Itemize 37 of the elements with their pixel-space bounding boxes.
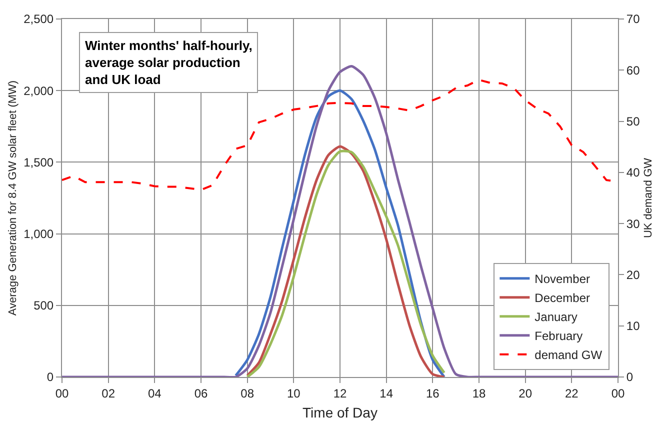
x-tick-label: 12 xyxy=(333,386,347,400)
x-tick-label: 18 xyxy=(472,386,486,400)
y-tick-label: 1,000 xyxy=(24,227,54,241)
y-tick-label: 0 xyxy=(46,370,54,384)
x-tick-label: 20 xyxy=(518,386,532,400)
y-tick-label: 2,500 xyxy=(24,12,54,26)
y2-tick-label: 30 xyxy=(626,216,640,231)
legend-label: January xyxy=(534,310,578,324)
y-tick-label: 500 xyxy=(34,298,54,313)
y2-tick-label: 10 xyxy=(626,319,640,334)
y-axis-title: Average Generation for 8.4 GW solar fleet (MW) xyxy=(7,80,20,316)
legend-label: February xyxy=(534,329,583,344)
x-axis-title: Time of Day xyxy=(302,404,378,421)
y-tick-label: 1,500 xyxy=(24,155,54,170)
legend-label: November xyxy=(534,272,590,286)
legend-label: December xyxy=(534,291,590,306)
x-tick-label: 16 xyxy=(426,386,440,400)
y-tick-label: 2,000 xyxy=(24,84,54,98)
y2-tick-label: 40 xyxy=(626,166,640,180)
y2-tick-label: 70 xyxy=(626,12,640,26)
x-tick-label: 00 xyxy=(55,386,69,400)
y2-axis-title: UK demand GW xyxy=(642,157,654,238)
x-tick-label: 22 xyxy=(564,386,579,400)
y2-tick-label: 60 xyxy=(626,63,640,78)
x-tick-label: 14 xyxy=(380,386,394,400)
x-tick-label: 04 xyxy=(148,386,162,400)
x-tick-label: 06 xyxy=(194,386,208,400)
line-series xyxy=(234,89,446,377)
x-tick-label: 00 xyxy=(611,386,625,400)
y2-tick-label: 20 xyxy=(626,268,640,282)
x-tick-label: 08 xyxy=(240,386,254,400)
x-tick-label: 02 xyxy=(102,386,116,400)
legend-label: demand GW xyxy=(534,348,603,362)
y2-tick-label: 0 xyxy=(626,370,634,384)
text: Winter months' half-hourly, average solar production and UK load xyxy=(85,38,252,87)
y2-tick-label: 50 xyxy=(626,114,640,128)
x-tick-label: 10 xyxy=(286,386,301,400)
